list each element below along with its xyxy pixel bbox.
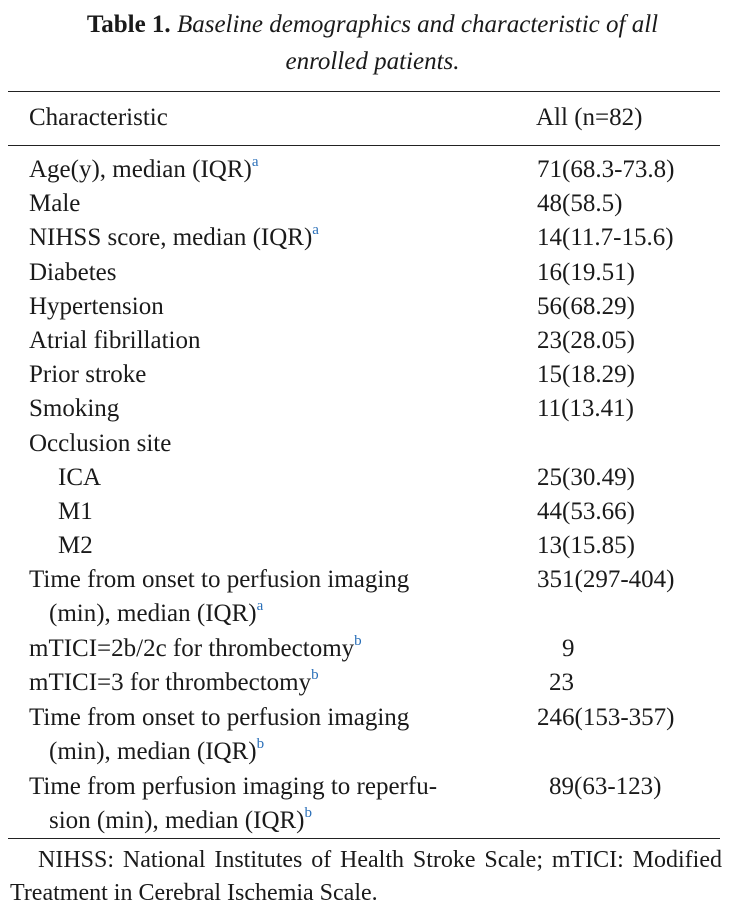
bottom-rule: [8, 838, 720, 839]
row-value: 71(68.3-73.8): [537, 156, 675, 183]
row-value: 23: [549, 669, 574, 697]
row-label: Male: [29, 190, 81, 218]
table-row: ICA 25(30.49): [0, 461, 745, 495]
table-row: Occlusion site: [0, 427, 745, 461]
footnote-marker: a: [256, 598, 264, 615]
row-value: 351(297-404): [537, 566, 675, 594]
row-label: Time from perfusion imaging to reperfu-: [29, 772, 438, 800]
row-label: M2: [58, 532, 93, 560]
table-row: M1 44(53.66): [0, 495, 745, 529]
table-footnote: NIHSS: National Institutes of Health Str…: [10, 847, 722, 906]
table-row: Time from perfusion imaging to reperfu-s…: [0, 770, 745, 839]
table-row: NIHSS score, median (IQR)a 14(11.7-15.6): [0, 221, 745, 255]
table-label: Table 1.: [86, 11, 171, 38]
row-value: 16(19.51): [537, 258, 635, 286]
table-caption: Table 1. Baseline demographics and chara…: [0, 6, 745, 80]
table-row: Hypertension 56(68.29): [0, 290, 745, 324]
table-row: mTICI=3 for thrombectomyb 23: [0, 666, 745, 700]
row-value: 23(28.05): [537, 326, 635, 354]
table-title-line1: Baseline demographics and characteristic…: [176, 11, 659, 38]
row-label: Hypertension: [29, 292, 164, 320]
table-row: M2 13(15.85): [0, 529, 745, 563]
row-value: 89(63-123): [549, 772, 662, 800]
table-body: Age(y), median (IQR)a 71(68.3-73.8) Male…: [0, 153, 745, 839]
footnote-marker: b: [354, 633, 362, 650]
table-row: Time from onset to perfusion imaging (min…: [0, 563, 745, 632]
table-row: Time from onset to perfusion imaging (min…: [0, 701, 745, 770]
row-label: Time from onset to perfusion imaging: [29, 566, 410, 594]
row-value: 25(30.49): [537, 463, 635, 491]
header-rule: [8, 145, 720, 146]
table-row: Age(y), median (IQR)a 71(68.3-73.8): [0, 153, 745, 187]
row-value: 14(11.7-15.6): [537, 224, 674, 252]
header-characteristic: Characteristic: [29, 104, 168, 131]
table-row: Smoking 11(13.41): [0, 392, 745, 426]
row-value: 48(58.5): [537, 190, 623, 218]
header-all: All (n=82): [536, 104, 643, 131]
row-label: Atrial fibrillation: [29, 326, 201, 354]
row-value: 13(15.85): [537, 532, 635, 560]
row-label: Diabetes: [29, 258, 117, 286]
row-label: M1: [58, 497, 93, 525]
row-label: mTICI=2b/2c for thrombectomy: [29, 635, 355, 663]
row-value: 246(153-357): [537, 703, 675, 731]
table-title-line2: enrolled patients.: [285, 48, 460, 75]
footnote-marker: a: [312, 222, 319, 239]
row-label: mTICI=3 for thrombectomy: [29, 669, 312, 697]
table-row: Male 48(58.5): [0, 187, 745, 221]
table-row: Diabetes 16(19.51): [0, 256, 745, 290]
row-label: Occlusion site: [29, 429, 172, 457]
row-label: NIHSS score, median (IQR): [29, 224, 313, 252]
row-label-cont: sion (min), median (IQR): [49, 806, 305, 834]
row-label: Time from onset to perfusion imaging: [29, 703, 410, 731]
footnote-marker: b: [311, 667, 319, 684]
table-row: Prior stroke 15(18.29): [0, 358, 745, 392]
row-value: 15(18.29): [537, 361, 635, 389]
row-label-cont: (min), median (IQR): [49, 600, 257, 628]
footnote-marker: b: [304, 804, 313, 821]
row-value: 56(68.29): [537, 292, 635, 320]
table-row: mTICI=2b/2c for thrombectomyb 9: [0, 632, 745, 666]
row-label: Smoking: [29, 395, 120, 423]
row-label: Prior stroke: [29, 361, 147, 389]
footnote-marker: a: [251, 154, 259, 170]
top-rule: [8, 91, 720, 92]
table-row: Atrial fibrillation 23(28.05): [0, 324, 745, 358]
row-value: 11(13.41): [537, 395, 634, 423]
row-label-cont: (min), median (IQR): [49, 737, 257, 765]
row-value: 9: [562, 635, 575, 663]
row-label: ICA: [58, 463, 102, 491]
row-label: Age(y), median (IQR): [29, 156, 252, 183]
row-value: 44(53.66): [537, 497, 635, 525]
footnote-marker: b: [256, 735, 265, 752]
